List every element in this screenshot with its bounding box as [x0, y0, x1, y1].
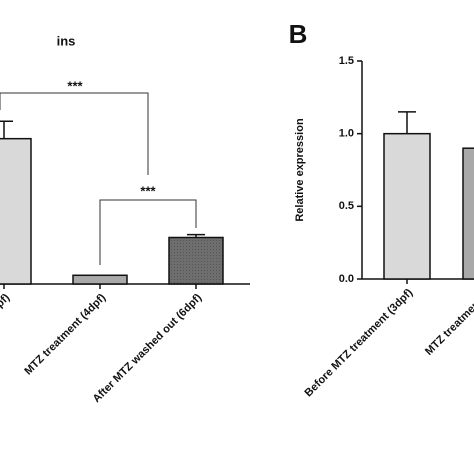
- error-bar: [187, 233, 205, 238]
- y-tick-label: 0.0: [339, 273, 354, 285]
- y-tick-label: 1.0: [339, 128, 354, 140]
- bar: [383, 132, 431, 280]
- chart-title: ins: [57, 33, 76, 48]
- y-axis-label: Relative expression: [294, 118, 306, 222]
- x-tick-label: MTZ treatment (4dpf): [22, 291, 108, 377]
- x-tick-label: MTZ treatment (4: [423, 286, 474, 358]
- annotation: ***: [67, 78, 83, 93]
- panel-label: B: [289, 19, 308, 49]
- bracket: [99, 199, 197, 265]
- bracket: [0, 92, 149, 175]
- x-tick-label: pf): [0, 291, 12, 310]
- y-tick-label: 1.5: [339, 55, 354, 67]
- error-bar: [0, 120, 13, 139]
- annotation: ***: [140, 183, 156, 198]
- bar: [462, 147, 474, 280]
- bar: [72, 274, 128, 285]
- error-bar: [398, 111, 416, 134]
- bar: [0, 137, 32, 285]
- x-tick-label: After MTZ washed out (6dpf): [91, 291, 205, 405]
- x-tick-label: Before MTZ treatment (3dpf): [303, 286, 416, 399]
- bar: [168, 236, 224, 285]
- y-tick-label: 0.5: [339, 200, 354, 212]
